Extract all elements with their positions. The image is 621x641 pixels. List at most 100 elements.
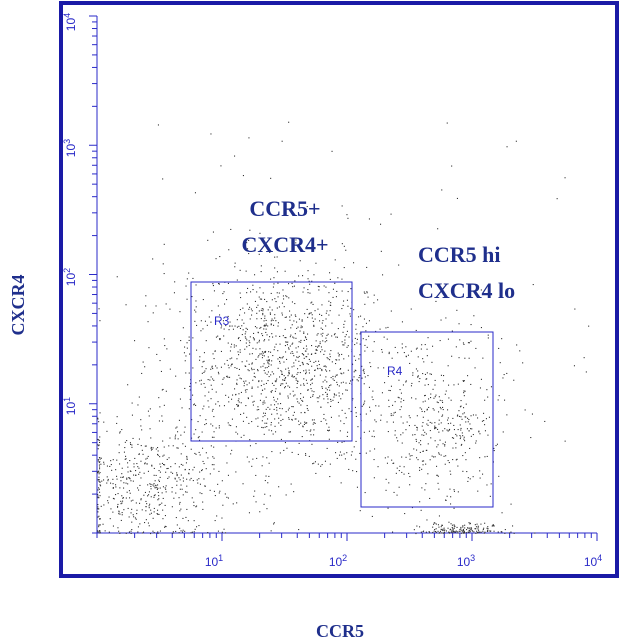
scatter-point	[364, 400, 366, 402]
scatter-point	[330, 350, 332, 352]
scatter-point	[324, 365, 326, 367]
scatter-point	[300, 327, 302, 329]
scatter-point	[341, 373, 343, 375]
scatter-point	[425, 463, 427, 465]
scatter-point	[291, 343, 293, 345]
scatter-point	[289, 386, 291, 388]
scatter-point	[97, 495, 99, 497]
scatter-point	[238, 337, 240, 339]
scatter-point	[398, 486, 400, 488]
scatter-point	[412, 434, 414, 436]
scatter-point	[303, 331, 305, 333]
scatter-point	[438, 532, 440, 534]
scatter-point	[356, 342, 358, 344]
scatter-point	[355, 458, 357, 460]
scatter-point	[298, 360, 300, 362]
scatter-point	[213, 464, 215, 466]
scatter-point	[329, 278, 331, 280]
scatter-point	[484, 430, 486, 432]
scatter-point	[472, 476, 474, 478]
scatter-point	[450, 503, 452, 505]
scatter-point	[498, 347, 500, 349]
scatter-point	[400, 392, 402, 394]
scatter-point	[199, 492, 201, 494]
scatter-point	[490, 530, 492, 532]
scatter-point	[530, 437, 532, 439]
scatter-point	[153, 483, 155, 485]
scatter-point	[199, 380, 201, 382]
scatter-point	[268, 429, 270, 431]
scatter-point	[140, 499, 142, 501]
scatter-point	[300, 404, 302, 406]
scatter-point	[298, 442, 300, 444]
scatter-point	[355, 440, 357, 442]
scatter-point	[284, 387, 286, 389]
scatter-point	[138, 489, 140, 491]
scatter-point	[426, 355, 428, 357]
scatter-point	[222, 293, 224, 295]
scatter-point	[261, 380, 263, 382]
scatter-point	[498, 475, 500, 477]
scatter-point	[447, 419, 449, 421]
scatter-point	[421, 434, 423, 436]
scatter-point	[310, 429, 312, 431]
scatter-point	[470, 435, 472, 437]
scatter-point	[281, 140, 283, 142]
scatter-point	[425, 531, 427, 533]
scatter-point	[402, 384, 404, 386]
scatter-point	[419, 407, 421, 409]
scatter-point	[288, 417, 290, 419]
scatter-point	[157, 450, 159, 452]
scatter-point	[97, 439, 99, 441]
scatter-point	[144, 491, 146, 493]
scatter-point	[336, 336, 338, 338]
scatter-point	[277, 398, 279, 400]
scatter-point	[139, 484, 141, 486]
scatter-point	[404, 513, 406, 515]
scatter-point	[326, 389, 328, 391]
scatter-point	[447, 527, 449, 529]
scatter-point	[336, 374, 338, 376]
scatter-point	[366, 292, 368, 294]
scatter-point	[192, 337, 194, 339]
scatter-point	[508, 532, 510, 534]
scatter-point	[162, 440, 164, 442]
scatter-point	[138, 438, 140, 440]
scatter-point	[112, 478, 114, 480]
scatter-point	[213, 379, 215, 381]
scatter-point	[160, 466, 162, 468]
scatter-point	[365, 339, 367, 341]
scatter-point	[134, 457, 136, 459]
scatter-point	[140, 425, 142, 427]
scatter-point	[427, 419, 429, 421]
scatter-point	[148, 507, 150, 509]
scatter-point	[280, 414, 282, 416]
scatter-point	[452, 528, 454, 530]
scatter-point	[112, 487, 114, 489]
scatter-point	[138, 473, 140, 475]
scatter-point	[469, 523, 471, 525]
scatter-point	[324, 379, 326, 381]
scatter-point	[498, 395, 500, 397]
scatter-point	[200, 320, 202, 322]
annotation-ccr5-cxcr4-pos-line2: CXCR4+	[241, 232, 328, 257]
scatter-point	[268, 339, 270, 341]
scatter-point	[254, 274, 256, 276]
scatter-point	[373, 477, 375, 479]
scatter-point	[510, 503, 512, 505]
scatter-point	[270, 374, 272, 376]
scatter-point	[287, 409, 289, 411]
scatter-point	[264, 402, 266, 404]
scatter-point	[314, 310, 316, 312]
scatter-point	[273, 384, 275, 386]
scatter-point	[412, 374, 414, 376]
scatter-point	[302, 353, 304, 355]
scatter-point	[346, 346, 348, 348]
scatter-point	[265, 408, 267, 410]
scatter-point	[174, 478, 176, 480]
scatter-point	[370, 366, 372, 368]
scatter-point	[466, 529, 468, 531]
scatter-point	[334, 394, 336, 396]
scatter-point	[202, 408, 204, 410]
scatter-point	[487, 528, 489, 530]
